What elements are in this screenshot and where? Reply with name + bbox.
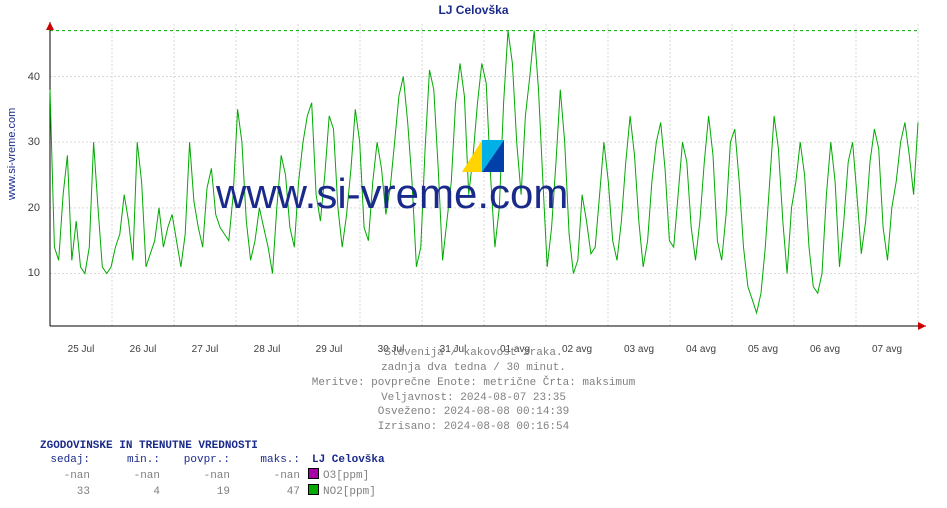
chart-container: LJ Celovška www.si-vreme.com www.si-vrem… bbox=[0, 0, 947, 508]
stats-block: ZGODOVINSKE IN TRENUTNE VREDNOSTI sedaj:… bbox=[40, 439, 385, 500]
info-drawn: Izrisano: 2024-08-08 00:16:54 bbox=[0, 420, 947, 435]
stats-row: -nan-nan-nan-nanO3[ppm] bbox=[40, 468, 385, 484]
stats-rows: -nan-nan-nan-nanO3[ppm]3341947NO2[ppm] bbox=[40, 468, 385, 500]
y-tick-label: 40 bbox=[28, 71, 40, 83]
info-refreshed: Osveženo: 2024-08-08 00:14:39 bbox=[0, 405, 947, 420]
y-tick-label: 30 bbox=[28, 136, 40, 148]
info-line-3: Meritve: povprečne Enote: metrične Črta:… bbox=[0, 376, 947, 391]
info-validity: Veljavnost: 2024-08-07 23:35 bbox=[0, 391, 947, 406]
stats-station: LJ Celovška bbox=[312, 453, 385, 468]
y-tick-label: 20 bbox=[28, 202, 40, 214]
watermark-text: www.si-vreme.com bbox=[216, 170, 568, 218]
info-block: Slovenija / kakovost zraka. zadnja dva t… bbox=[0, 346, 947, 435]
y-tick-label: 10 bbox=[28, 267, 40, 279]
stats-row: 3341947NO2[ppm] bbox=[40, 484, 385, 500]
chart-title: LJ Celovška bbox=[0, 3, 947, 17]
y-axis-label: www.si-vreme.com bbox=[6, 108, 18, 200]
stats-column-labels: sedaj:min.:povpr.:maks.:LJ Celovška bbox=[40, 453, 385, 468]
stats-header: ZGODOVINSKE IN TRENUTNE VREDNOSTI bbox=[40, 439, 385, 454]
plot-area: www.si-vreme.com 1020304025 Jul26 Jul27 … bbox=[46, 20, 932, 340]
info-line-1: Slovenija / kakovost zraka. bbox=[0, 346, 947, 361]
info-line-2: zadnja dva tedna / 30 minut. bbox=[0, 361, 947, 376]
watermark-logo-icon bbox=[462, 140, 504, 172]
